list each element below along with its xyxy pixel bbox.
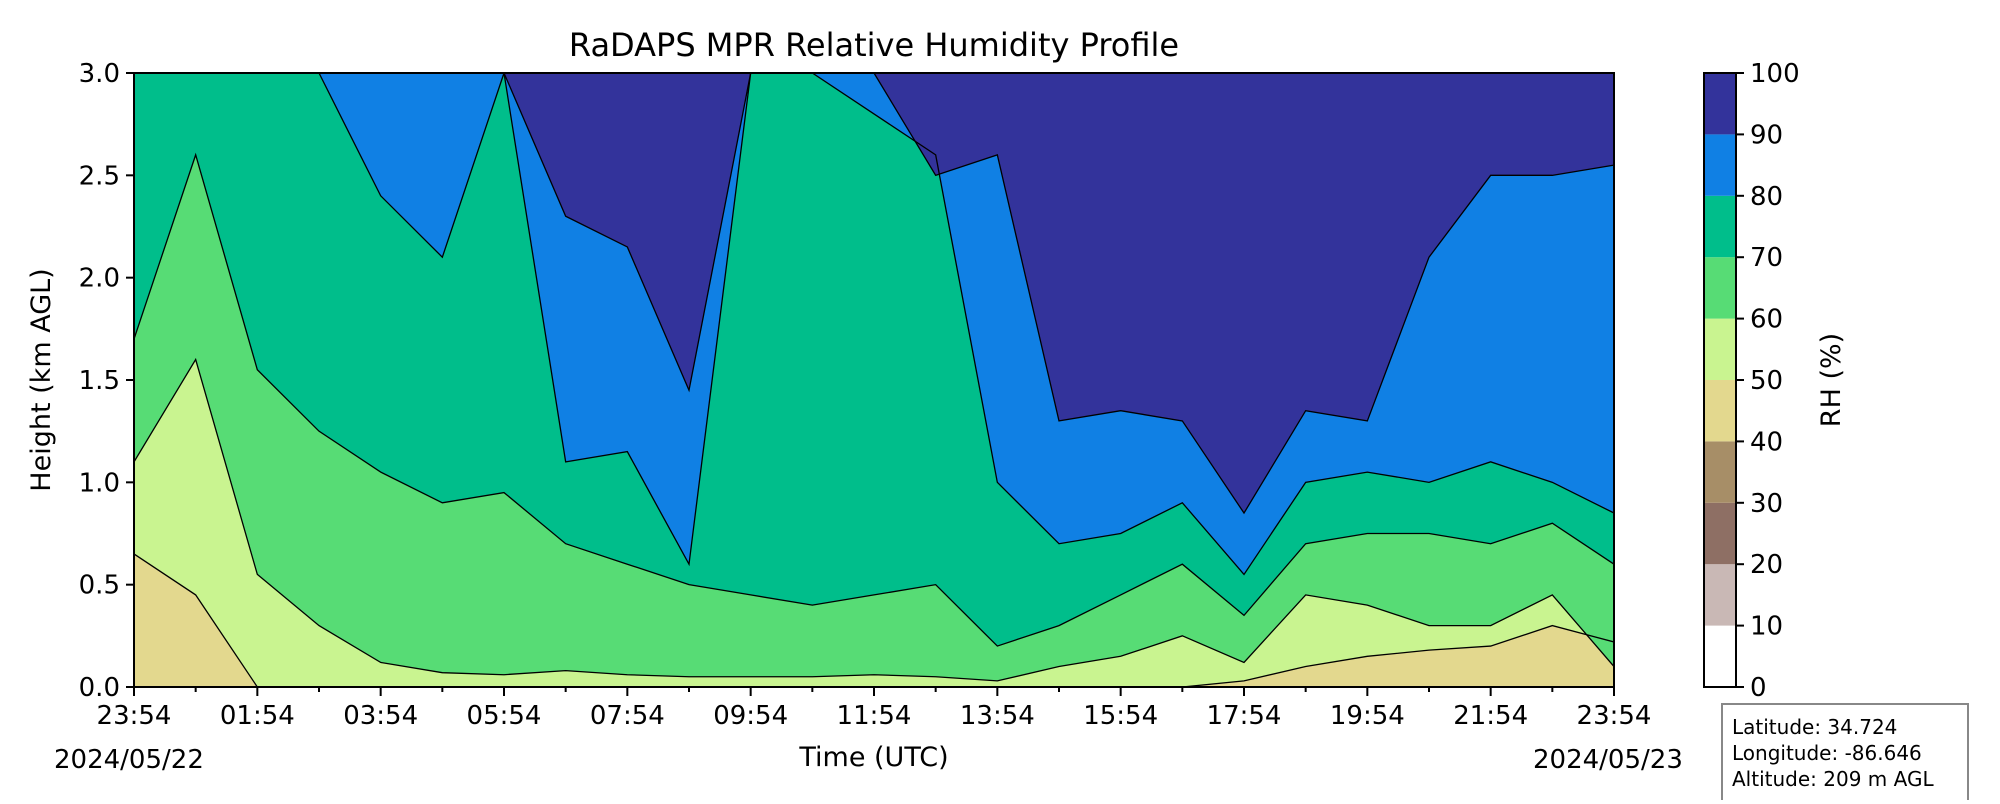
y-tick-label: 1.5 xyxy=(79,366,120,396)
x-tick-label: 03:54 xyxy=(343,701,418,731)
colorbar-tick-label: 40 xyxy=(1750,427,1783,457)
colorbar-tick-label: 10 xyxy=(1750,612,1783,642)
contour-line-80 xyxy=(134,73,1614,576)
info-box-frame xyxy=(1721,703,1969,804)
location-info-box: Latitude: 34.724 Longitude: -86.646 Alti… xyxy=(1721,703,1969,804)
x-tick-label: 23:54 xyxy=(1577,701,1652,731)
colorbar-segment xyxy=(1704,134,1736,196)
colorbar-segment xyxy=(1704,625,1736,687)
rh-band-above-90 xyxy=(134,73,1614,514)
colorbar-segment xyxy=(1704,380,1736,442)
longitude-text: Longitude: -86.646 xyxy=(1732,741,1922,765)
colorbar-tick-label: 20 xyxy=(1750,550,1783,580)
colorbar-tick-label: 50 xyxy=(1750,366,1783,396)
colorbar-tick-label: 100 xyxy=(1750,59,1800,89)
colorbar-label: RH (%) xyxy=(1816,333,1847,427)
colorbar-tick-label: 70 xyxy=(1750,243,1783,273)
contour-line-60 xyxy=(134,357,1614,682)
x-tick-label: 09:54 xyxy=(713,701,788,731)
x-tick-label: 07:54 xyxy=(590,701,665,731)
colorbar-segment xyxy=(1704,502,1736,565)
x-tick-label: 17:54 xyxy=(1207,701,1282,731)
colorbar-segment xyxy=(1704,257,1736,319)
colorbar-segment xyxy=(1704,73,1736,135)
x-tick-label: 11:54 xyxy=(837,701,912,731)
x-tick-label: 05:54 xyxy=(467,701,542,731)
y-tick-label: 3.0 xyxy=(79,59,120,89)
x-tick-label: 19:54 xyxy=(1330,701,1405,731)
rh-contour-fills xyxy=(134,73,1614,687)
contour-line-90 xyxy=(134,73,1614,515)
colorbar-tick-label: 0 xyxy=(1750,673,1767,703)
x-start-date: 2024/05/22 xyxy=(54,745,204,775)
latitude-text: Latitude: 34.724 xyxy=(1732,715,1897,739)
colorbar-tick-label: 80 xyxy=(1750,182,1783,212)
rh-contour-lines xyxy=(134,73,1614,687)
y-tick-label: 0.5 xyxy=(79,571,120,601)
colorbar-tick-label: 60 xyxy=(1750,305,1783,335)
y-axis: 0.0 0.5 1.0 1.5 2.0 2.5 3.0 xyxy=(79,59,134,703)
colorbar: 0 10 20 30 40 50 60 70 80 90 100 xyxy=(1703,59,1800,703)
colorbar-tick-label: 90 xyxy=(1750,120,1783,150)
x-end-date: 2024/05/23 xyxy=(1533,745,1683,775)
x-axis-label: Time (UTC) xyxy=(798,742,948,773)
contour-line-70 xyxy=(134,152,1614,647)
colorbar-segment xyxy=(1704,195,1736,258)
x-tick-label: 23:54 xyxy=(97,701,172,731)
y-tick-label: 2.5 xyxy=(79,161,120,191)
x-tick-label: 15:54 xyxy=(1083,701,1158,731)
altitude-text: Altitude: 209 m AGL xyxy=(1732,767,1934,791)
colorbar-segment xyxy=(1704,564,1736,626)
chart-title: RaDAPS MPR Relative Humidity Profile xyxy=(569,26,1179,64)
y-tick-label: 1.0 xyxy=(79,468,120,498)
y-tick-label: 2.0 xyxy=(79,264,120,294)
y-axis-label: Height (km AGL) xyxy=(26,268,57,491)
colorbar-segment xyxy=(1704,441,1736,503)
x-axis: 23:54 01:54 03:54 05:54 07:54 09:54 11:54 13:54… xyxy=(97,687,1652,731)
x-tick-label: 01:54 xyxy=(220,701,295,731)
x-tick-label: 13:54 xyxy=(960,701,1035,731)
x-tick-label: 21:54 xyxy=(1453,701,1528,731)
colorbar-tick-label: 30 xyxy=(1750,489,1783,519)
y-tick-label: 0.0 xyxy=(79,673,120,703)
contour-line-50 xyxy=(134,553,1614,687)
colorbar-segment xyxy=(1704,318,1736,380)
